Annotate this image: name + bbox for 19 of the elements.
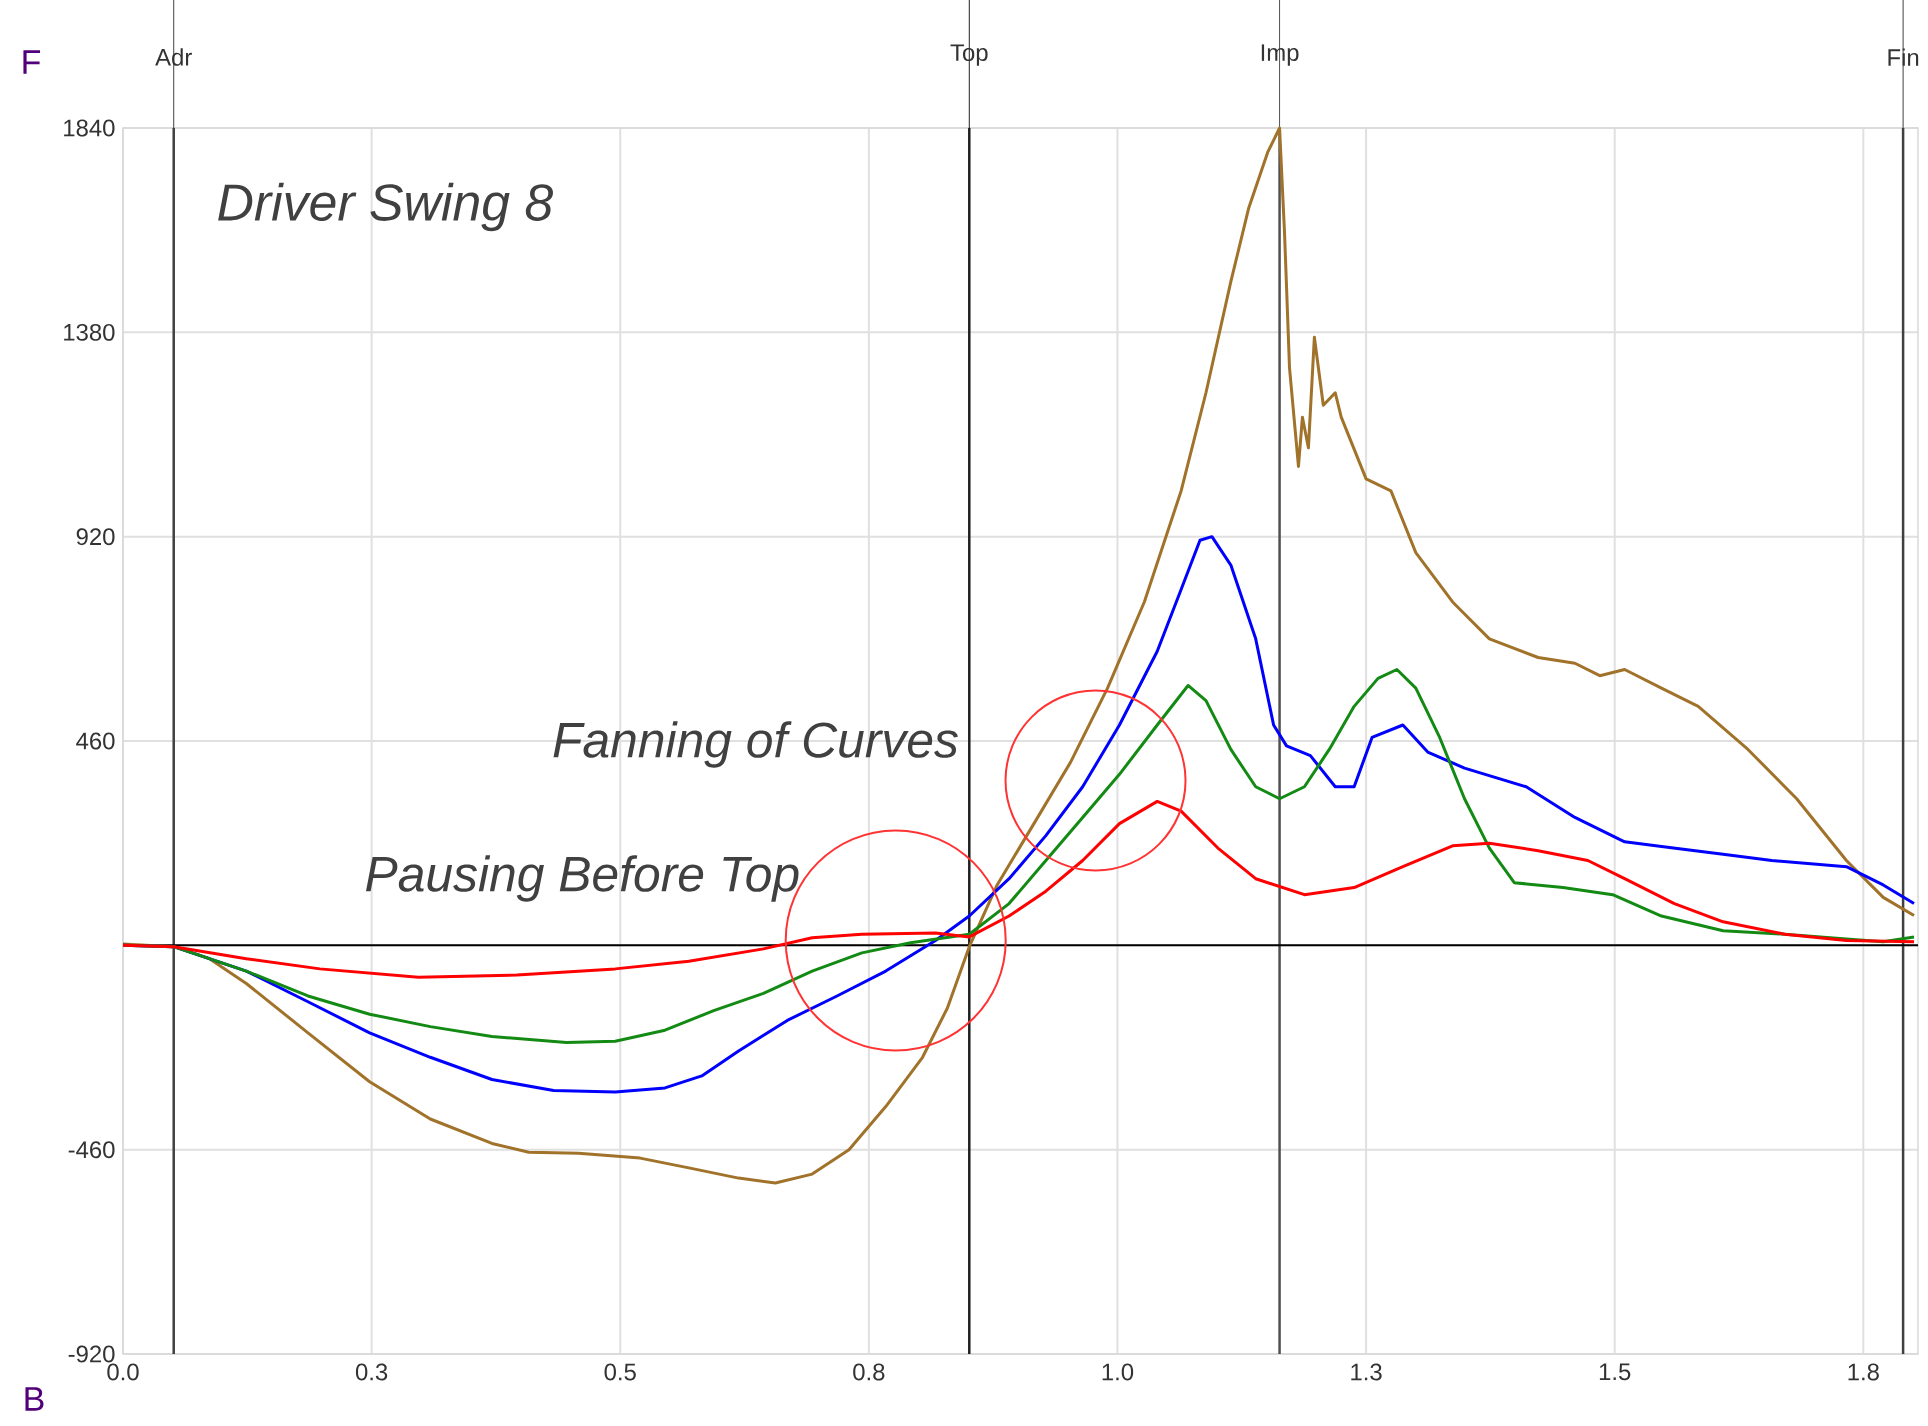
x-tick-label: 0.3: [355, 1363, 388, 1381]
text: Driver Swing 8: [218, 182, 553, 232]
x-tick-label: 0.8: [853, 1363, 885, 1381]
text: B: [25, 1387, 44, 1411]
y-tick-label: -920: [68, 1345, 115, 1363]
y-tick-label: 460: [76, 732, 115, 750]
y-tick-label: -460: [68, 1141, 115, 1159]
text: F: [23, 50, 40, 74]
x-tick-label: 0.0: [107, 1363, 139, 1381]
annotation: Pausing Before Top: [365, 855, 799, 902]
x-tick-label: 1.3: [1351, 1363, 1382, 1381]
x-tick-label: 0.5: [604, 1363, 636, 1381]
y-tick-label: 920: [76, 528, 115, 546]
x-tick-label: 1.0: [1102, 1363, 1134, 1381]
x-tick-label: 1.5: [1599, 1363, 1631, 1381]
y-tick-label: 1380: [64, 323, 115, 341]
annotation: Fanning of Curves: [553, 721, 958, 768]
x-tick-label: 1.8: [1848, 1363, 1879, 1381]
y-tick-label: 1840: [64, 119, 115, 137]
